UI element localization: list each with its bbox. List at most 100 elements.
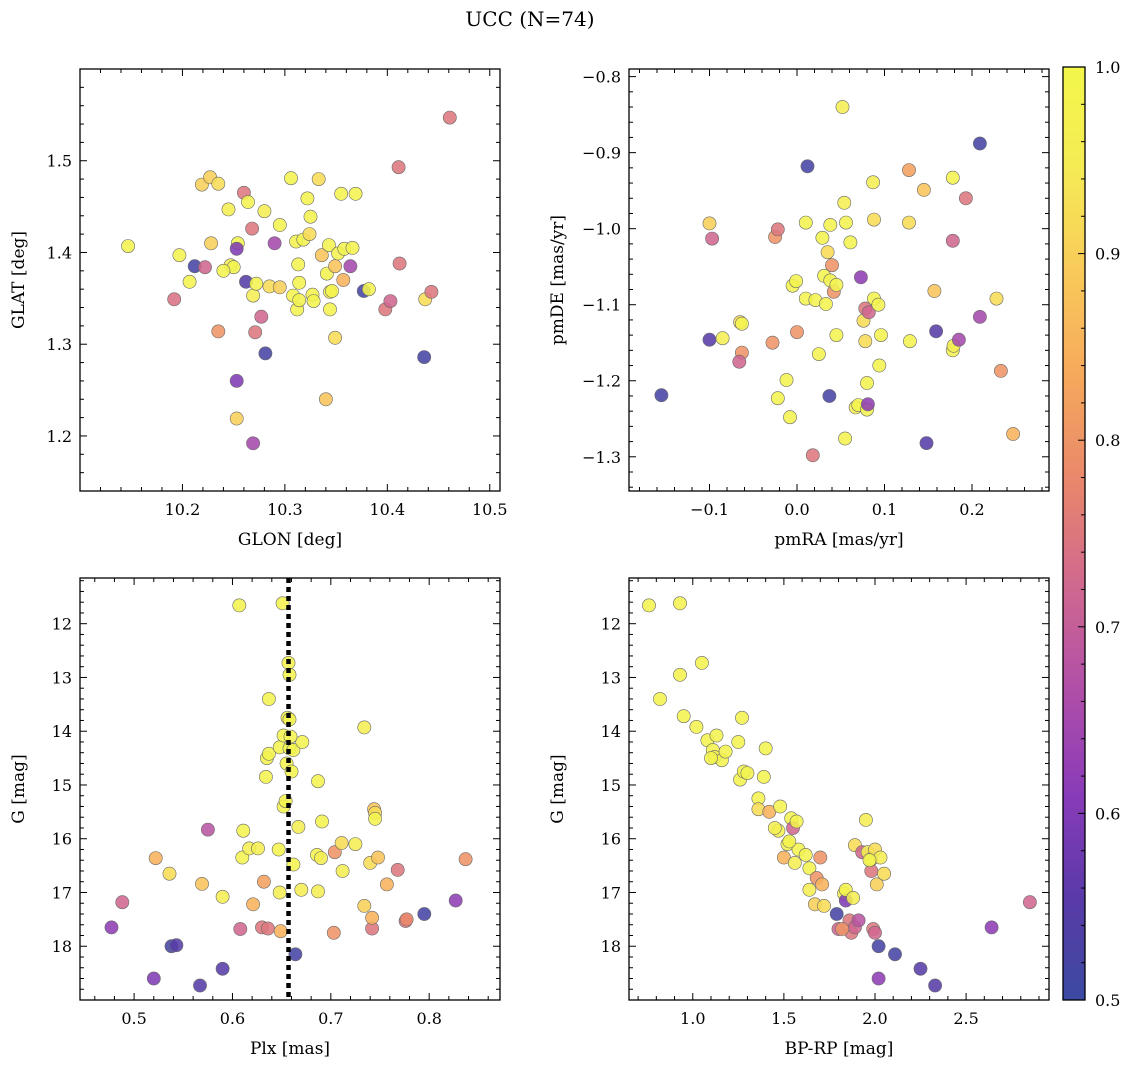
data-point [275, 596, 290, 611]
data-point [802, 861, 817, 876]
data-point [361, 282, 376, 297]
data-point [379, 877, 394, 892]
data-point [994, 363, 1008, 378]
data-point [348, 186, 363, 201]
x-tick-label: 0.0 [784, 500, 809, 519]
y-tick-label: 16 [601, 830, 621, 849]
y-tick-label: 13 [52, 668, 72, 687]
data-point [867, 212, 881, 227]
data-point [336, 273, 351, 287]
data-point [888, 947, 902, 962]
data-point [167, 292, 182, 307]
x-tick-label: 10.4 [370, 500, 406, 519]
x-tick-label: 0.1 [872, 500, 897, 519]
data-point [676, 709, 691, 724]
data-point [767, 821, 782, 835]
data-point [945, 170, 960, 185]
colorbar-tick-label: 0.8 [1095, 431, 1120, 450]
y-axis-label: G [mag] [548, 754, 568, 823]
y-tick-label: 17 [52, 883, 72, 902]
data-point [758, 741, 773, 756]
x-tick-label: 2.0 [862, 1009, 887, 1028]
data-point [458, 852, 473, 867]
data-point [846, 891, 860, 905]
data-point [315, 814, 329, 829]
data-point [121, 239, 136, 253]
data-point [371, 850, 385, 865]
data-point [789, 814, 804, 829]
data-point [735, 316, 749, 331]
x-tick-label: −0.1 [690, 500, 729, 519]
colorbar-tick-label: 0.7 [1095, 618, 1120, 637]
data-point [272, 280, 287, 295]
axes-frame [79, 68, 501, 492]
data-point [805, 448, 820, 463]
y-tick-label: 1.4 [47, 243, 72, 262]
data-point [860, 376, 874, 390]
points [104, 596, 473, 993]
data-point [383, 294, 398, 308]
x-tick-label: 10.3 [267, 500, 303, 519]
data-point [215, 889, 230, 904]
data-point [311, 884, 325, 899]
data-point [959, 191, 973, 206]
data-point [323, 302, 337, 317]
points [642, 596, 1037, 993]
data-point [862, 853, 877, 868]
data-point [770, 391, 785, 406]
data-point [258, 770, 273, 784]
data-point [813, 850, 828, 865]
data-point [115, 895, 130, 910]
data-point [869, 877, 884, 892]
x-tick-label: 10.2 [165, 500, 201, 519]
y-tick-label: 1.3 [47, 335, 72, 354]
data-point [334, 186, 349, 201]
panel-pmra-pmde: −0.1 0.0 0.1 0.2 −0.8 −0.9 −1.0 −1.1 −1.2 −1.3 pmR… [548, 68, 1050, 550]
data-point [246, 288, 260, 303]
data-point [195, 877, 209, 891]
y-tick-label: 18 [52, 937, 72, 956]
data-point [654, 388, 669, 403]
y-tick-label: 16 [52, 830, 72, 849]
y-axis-label: pmDE [mas/yr] [548, 215, 568, 345]
data-point [326, 925, 341, 940]
data-point [871, 297, 886, 312]
data-point [927, 284, 942, 298]
data-point [756, 770, 771, 784]
data-point [871, 971, 886, 986]
y-tick-label: −1.3 [582, 448, 621, 467]
data-point [825, 258, 839, 273]
data-point [718, 744, 733, 759]
colorbar-tick-label: 0.5 [1095, 991, 1120, 1010]
data-point [448, 893, 463, 908]
colorbar-tick-label: 0.6 [1095, 804, 1120, 823]
data-point [271, 842, 286, 857]
data-point [216, 263, 231, 278]
data-point [919, 436, 934, 450]
data-point [829, 328, 844, 342]
data-point [902, 215, 916, 230]
data-point [198, 260, 212, 275]
points [121, 110, 457, 451]
data-point [365, 910, 379, 925]
data-point [917, 182, 931, 197]
data-point [1023, 895, 1037, 910]
data-point [1006, 427, 1020, 441]
data-point [871, 939, 886, 954]
data-point [368, 811, 382, 826]
data-point [952, 332, 966, 347]
data-point [973, 309, 987, 324]
y-axis-label: G [mag] [9, 754, 29, 823]
data-point [702, 216, 717, 231]
data-point [229, 241, 244, 256]
data-point [232, 598, 247, 613]
x-axis-label: Plx [mas] [250, 1039, 330, 1059]
data-point [424, 284, 439, 299]
data-point [146, 971, 161, 986]
data-point [256, 874, 271, 889]
y-axis-label: GLAT [deg] [9, 231, 29, 329]
data-point [798, 848, 813, 862]
y-tick-label: 15 [601, 776, 621, 795]
data-point [284, 171, 298, 186]
y-tick-label: 1.2 [47, 427, 72, 446]
